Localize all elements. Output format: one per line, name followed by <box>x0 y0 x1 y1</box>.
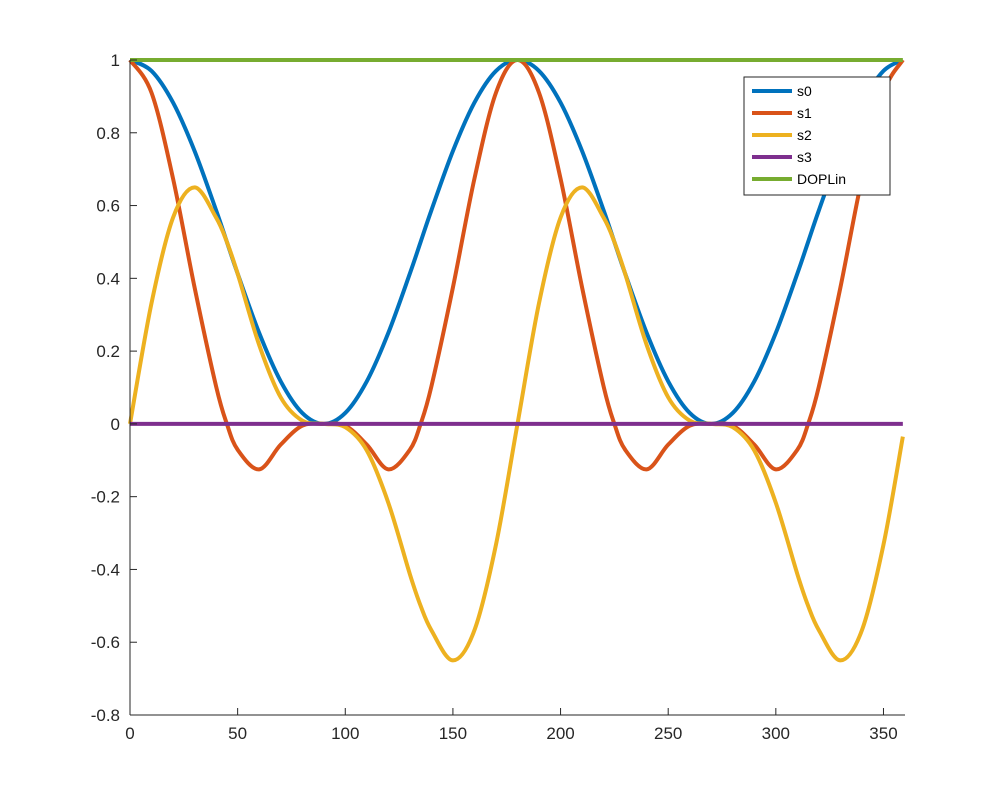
y-tick-label: 0.8 <box>96 124 120 143</box>
legend-label: s0 <box>797 83 812 99</box>
legend-label: s3 <box>797 149 812 165</box>
x-tick-label: 50 <box>228 724 247 743</box>
y-tick-label: 0.6 <box>96 197 120 216</box>
x-tick-label: 0 <box>125 724 134 743</box>
y-tick-label: 0 <box>111 415 120 434</box>
x-tick-label: 150 <box>439 724 467 743</box>
legend-item-s2: s2 <box>752 127 812 143</box>
x-tick-label: 100 <box>331 724 359 743</box>
y-tick-label: -0.2 <box>91 488 120 507</box>
legend-item-doplin: DOPLin <box>752 171 846 187</box>
legend-item-s0: s0 <box>752 83 812 99</box>
y-tick-label: -0.4 <box>91 560 120 579</box>
y-tick-label: -0.8 <box>91 706 120 725</box>
x-tick-label: 350 <box>869 724 897 743</box>
y-axis-ticks: -0.8 -0.6 -0.4 -0.2 0 0.2 0.4 0.6 0.8 1 <box>91 51 137 725</box>
legend-label: s1 <box>797 105 812 121</box>
x-axis-ticks: 0 50 100 150 200 250 300 350 <box>125 708 898 743</box>
y-tick-label: 0.4 <box>96 269 120 288</box>
series-layer <box>128 58 905 663</box>
legend: s0 s1 s2 s3 DOPLin <box>743 76 891 196</box>
legend-label: DOPLin <box>797 171 846 187</box>
x-tick-label: 200 <box>546 724 574 743</box>
x-tick-label: 300 <box>762 724 790 743</box>
legend-entries: s0 s1 s2 s3 DOPLin <box>752 83 846 187</box>
x-tick-label: 250 <box>654 724 682 743</box>
y-tick-label: 0.2 <box>96 342 120 361</box>
y-tick-label: -0.6 <box>91 633 120 652</box>
legend-item-s3: s3 <box>752 149 812 165</box>
legend-item-s1: s1 <box>752 105 812 121</box>
y-tick-label: 1 <box>111 51 120 70</box>
legend-label: s2 <box>797 127 812 143</box>
